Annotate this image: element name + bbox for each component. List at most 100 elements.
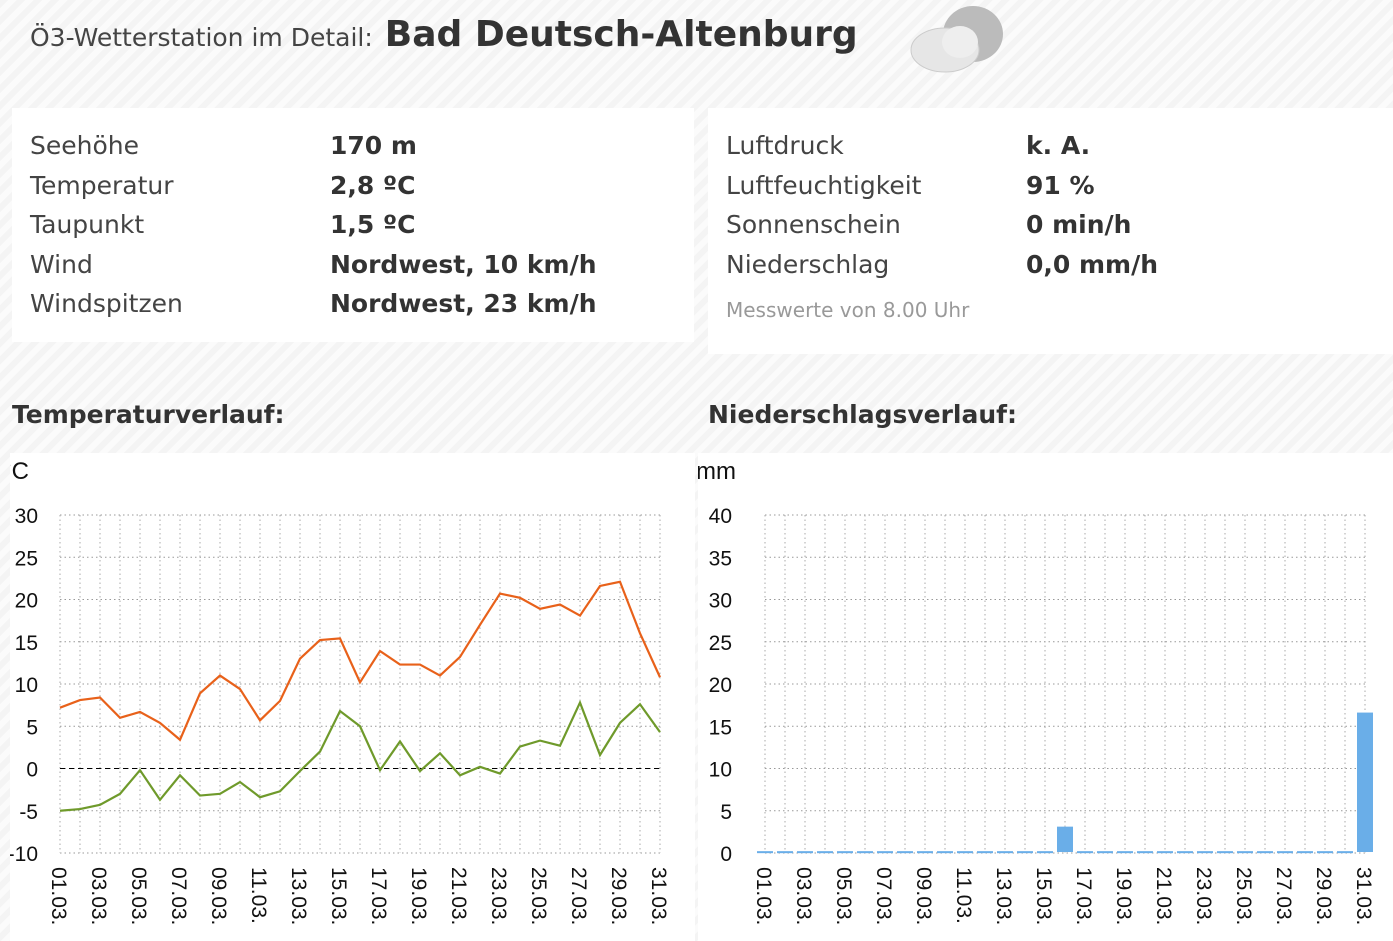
y-tick-label: 15 (15, 632, 38, 655)
detail-value: Nordwest, 23 km/h (330, 289, 597, 319)
x-tick-label: 21.03. (1152, 867, 1175, 925)
precip-bar (1117, 851, 1133, 854)
y-tick-label: -10 (10, 843, 38, 866)
y-tick-label: -5 (19, 801, 38, 824)
x-tick-label: 07.03. (167, 867, 190, 925)
detail-label: Taupunkt (30, 210, 145, 240)
temp-chart-title: Temperaturverlauf: (12, 400, 285, 429)
precip-bar (1357, 712, 1373, 852)
x-tick-label: 29.03. (607, 867, 630, 925)
header-prefix: Ö3-Wetterstation im Detail: (30, 23, 373, 52)
detail-label: Luftdruck (726, 131, 844, 161)
precip-bar (1097, 851, 1113, 854)
precip-bar (1157, 851, 1173, 854)
detail-row: Windspitzen Nordwest, 23 km/h (30, 284, 676, 324)
detail-row: Wind Nordwest, 10 km/h (30, 245, 676, 285)
precipitation-chart: mm 40 35 30 25 20 15 10 5 0 01.03. 03.03. 05.03. 07.0… (698, 453, 1393, 941)
y-tick-label: 20 (709, 674, 732, 697)
precip-bar (1177, 851, 1193, 854)
x-tick-label: 01.03. (752, 867, 775, 925)
x-tick-label: 19.03. (1112, 867, 1135, 925)
x-tick-label: 31.03. (647, 867, 670, 925)
cloudy-icon (910, 6, 1003, 73)
x-tick-label: 15.03. (1032, 867, 1055, 925)
precip-bar (1017, 851, 1033, 854)
detail-row: Sonnenschein 0 min/h (726, 205, 1375, 245)
x-tick-label: 23.03. (487, 867, 510, 925)
precip-bar (837, 851, 853, 854)
precip-bar (777, 851, 793, 854)
y-tick-label: 5 (26, 716, 38, 739)
y-tick-label: 25 (709, 632, 732, 655)
detail-label: Luftfeuchtigkeit (726, 170, 922, 200)
x-tick-label: 05.03. (127, 867, 150, 925)
y-tick-label: 10 (15, 674, 38, 697)
y-tick-label: 30 (709, 590, 732, 613)
x-tick-label: 25.03. (527, 867, 550, 925)
y-tick-label: 40 (709, 505, 732, 528)
detail-value: 0,0 mm/h (1026, 249, 1159, 279)
detail-row: Luftdruck k. A. (726, 126, 1375, 166)
x-tick-label: 21.03. (447, 867, 470, 925)
x-tick-label: 09.03. (207, 867, 230, 925)
precip-bar (917, 851, 933, 854)
precip-bar (977, 851, 993, 854)
measurement-note: Messwerte von 8.00 Uhr (726, 298, 970, 322)
precip-bar (1277, 851, 1293, 854)
precip-bar (1297, 851, 1313, 854)
y-tick-label: 35 (709, 547, 732, 570)
page-header: Ö3-Wetterstation im Detail: Bad Deutsch-… (30, 14, 858, 55)
y-tick-label: 15 (709, 716, 732, 739)
detail-row: Temperatur 2,8 ºC (30, 166, 676, 206)
precip-bar (1237, 851, 1253, 854)
station-details-left: Seehöhe 170 m Temperatur 2,8 ºC Taupunkt 1,5 … (12, 108, 694, 342)
precip-bar (1317, 851, 1333, 854)
precip-bar (957, 851, 973, 854)
x-tick-label: 11.03. (952, 867, 975, 924)
detail-value: 170 m (330, 131, 417, 161)
x-tick-label: 09.03. (912, 867, 935, 925)
detail-row: Taupunkt 1,5 ºC (30, 205, 676, 245)
detail-label: Sonnenschein (726, 210, 901, 240)
y-axis-unit: mm (698, 458, 736, 485)
y-axis-unit: °C (10, 458, 29, 485)
precip-bar (757, 851, 773, 854)
temperature-chart: °C 30 25 20 15 10 5 0 -5 -10 01.03. 03.03. 05.03. 07.… (10, 453, 695, 941)
x-tick-label: 13.03. (287, 867, 310, 925)
x-tick-label: 11.03. (247, 867, 270, 924)
precip-bar (897, 851, 913, 854)
temperature-series-line (59, 580, 662, 742)
x-tick-label: 25.03. (1232, 867, 1255, 925)
precip-bar (1217, 851, 1233, 854)
x-tick-label: 29.03. (1312, 867, 1335, 925)
precip-bar (797, 851, 813, 854)
x-tick-label: 05.03. (832, 867, 855, 925)
precip-bar (1037, 851, 1053, 854)
precip-bar (1057, 826, 1073, 852)
station-details-right: Luftdruck k. A. Luftfeuchtigkeit 91 % Sonnen… (708, 108, 1393, 354)
precip-bar (1257, 851, 1273, 854)
x-tick-label: 27.03. (567, 867, 590, 925)
detail-row: Niederschlag 0,0 mm/h (726, 245, 1375, 285)
precip-bar (877, 851, 893, 854)
detail-label: Wind (30, 249, 93, 279)
x-tick-label: 31.03. (1352, 867, 1375, 925)
x-tick-label: 03.03. (87, 867, 110, 925)
temperature-series-line (59, 699, 661, 812)
detail-value: 91 % (1026, 170, 1095, 200)
x-tick-label: 03.03. (792, 867, 815, 925)
station-name: Bad Deutsch-Altenburg (384, 14, 858, 55)
y-tick-label: 25 (15, 547, 38, 570)
x-tick-label: 15.03. (327, 867, 350, 925)
y-tick-label: 5 (720, 801, 732, 824)
precip-bar (1337, 851, 1353, 854)
x-tick-label: 23.03. (1192, 867, 1215, 925)
detail-label: Niederschlag (726, 249, 890, 279)
precip-bar (817, 851, 833, 854)
precip-bar (937, 851, 953, 854)
x-tick-label: 01.03. (47, 867, 70, 925)
precip-bar (997, 851, 1013, 854)
y-tick-label: 0 (720, 843, 732, 866)
detail-value: Nordwest, 10 km/h (330, 249, 597, 279)
x-tick-label: 17.03. (367, 867, 390, 925)
